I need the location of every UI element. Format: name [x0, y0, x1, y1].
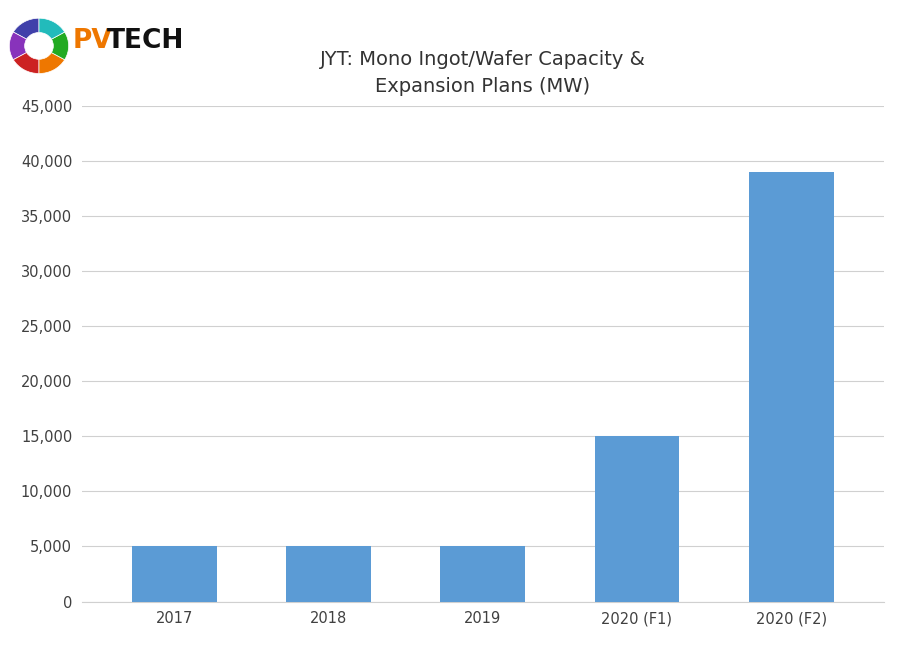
Text: PV: PV: [73, 28, 112, 54]
Wedge shape: [39, 53, 65, 73]
Text: TECH: TECH: [107, 28, 184, 54]
Title: JYT: Mono Ingot/Wafer Capacity &
Expansion Plans (MW): JYT: Mono Ingot/Wafer Capacity & Expansi…: [320, 50, 646, 96]
Bar: [440, 547, 526, 602]
Wedge shape: [39, 19, 65, 39]
Wedge shape: [51, 32, 68, 59]
Bar: [749, 172, 834, 602]
Bar: [595, 436, 680, 602]
Bar: [132, 547, 217, 602]
Wedge shape: [9, 32, 26, 59]
Wedge shape: [14, 19, 39, 39]
Wedge shape: [14, 53, 39, 73]
Bar: [286, 547, 371, 602]
